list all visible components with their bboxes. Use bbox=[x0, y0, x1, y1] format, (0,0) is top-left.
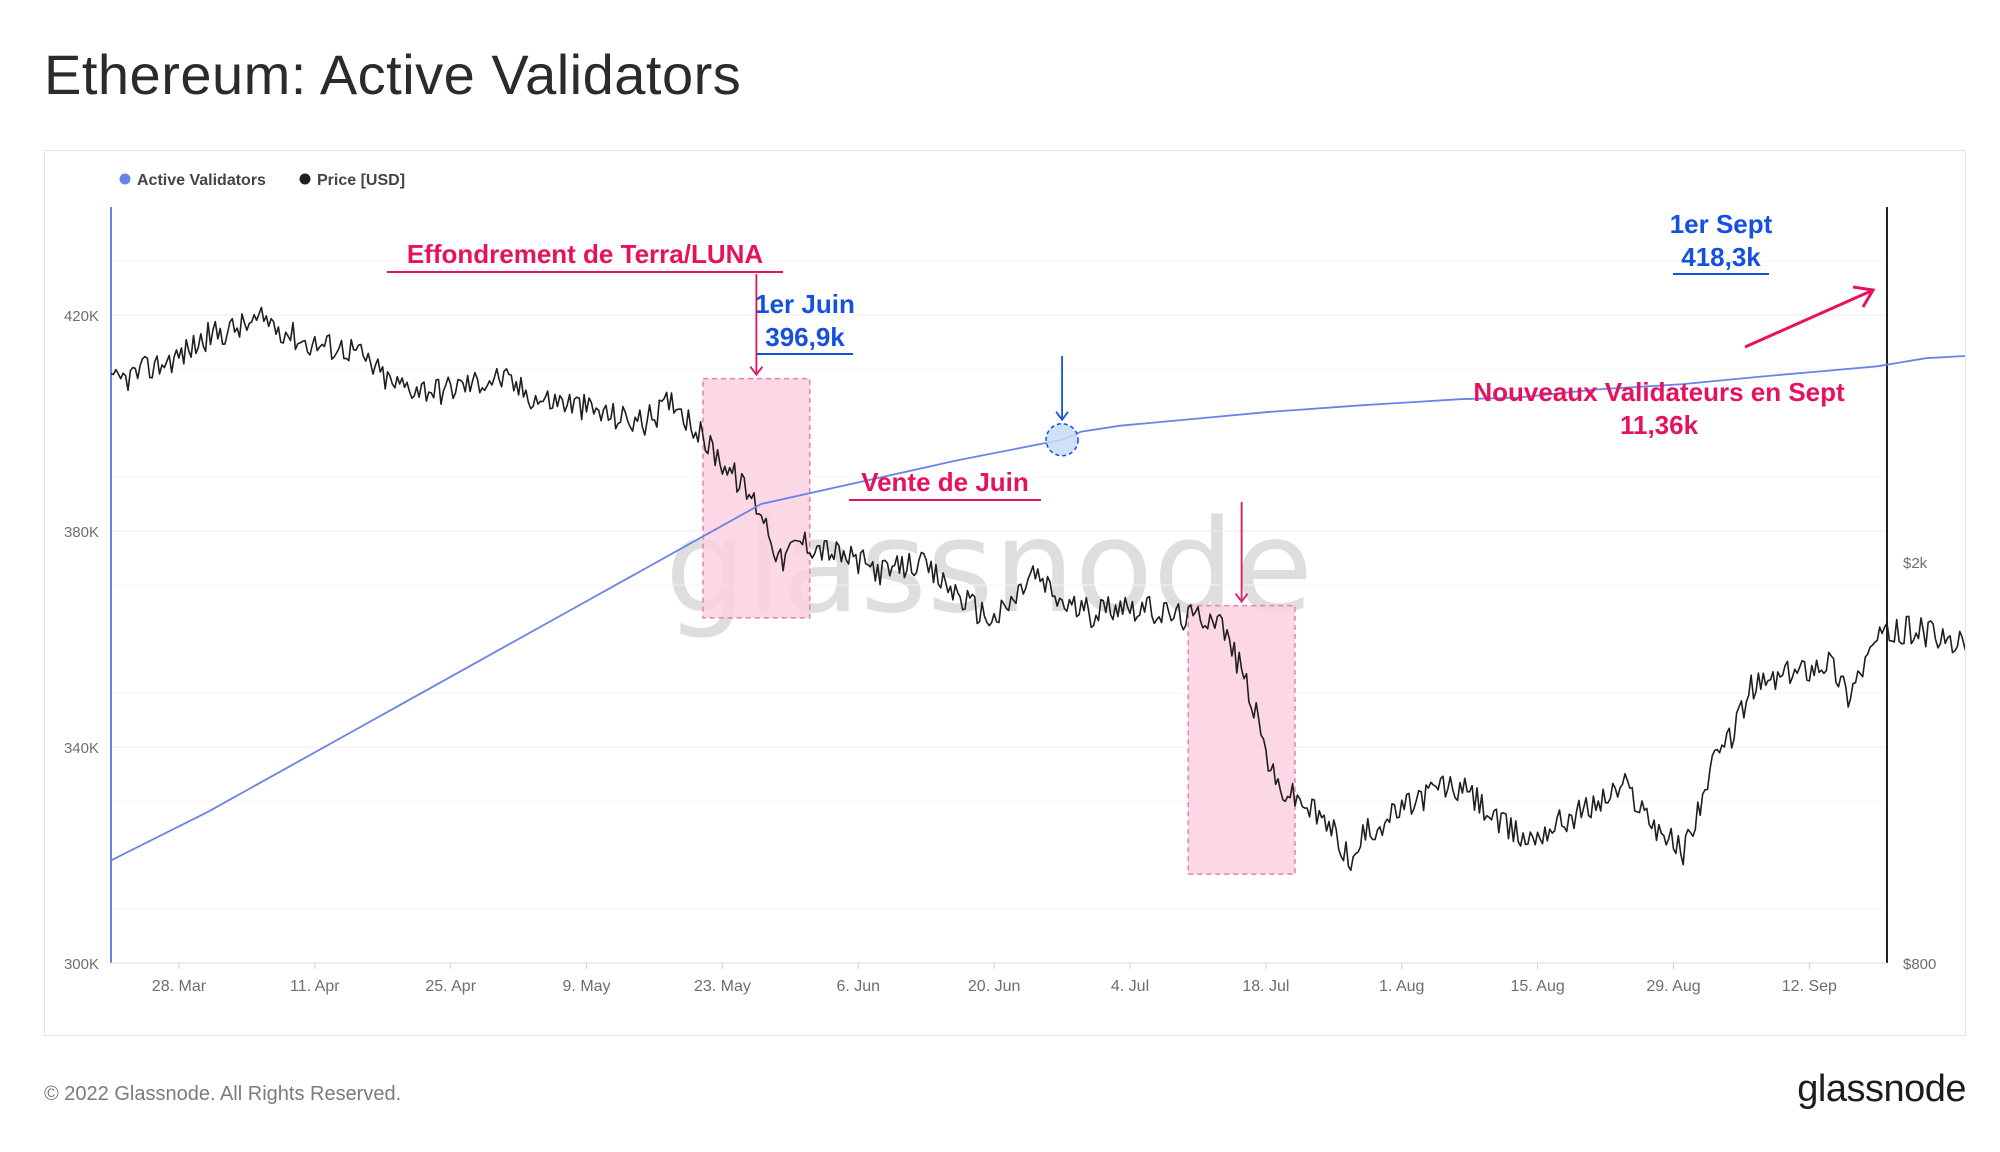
x-tick-label: 4. Jul bbox=[1111, 978, 1149, 995]
legend-dot-price bbox=[299, 173, 311, 185]
x-tick-label: 18. Jul bbox=[1242, 978, 1289, 995]
x-tick-label: 1. Aug bbox=[1379, 978, 1424, 995]
terra-luna-highlight-box bbox=[702, 377, 811, 619]
june-sale-arrowhead bbox=[1234, 593, 1249, 604]
y-right-tick-label: $800 bbox=[1903, 956, 1936, 973]
y-right-tick-label: $2k bbox=[1903, 555, 1928, 572]
y-left-tick-label: 340K bbox=[64, 740, 99, 757]
sept-first-date-label: 1er Sept bbox=[1670, 209, 1773, 239]
x-tick-label: 12. Sep bbox=[1782, 978, 1837, 995]
new-validators-value: 11,36k bbox=[1620, 410, 1699, 440]
terra-luna-arrowhead bbox=[749, 366, 764, 377]
new-validators-label: Nouveaux Validateurs en Sept bbox=[1473, 377, 1845, 407]
chart-frame: glassnode Active Validators Price [USD] 420… bbox=[44, 150, 1966, 1036]
legend-label-price: Price [USD] bbox=[317, 172, 405, 189]
june-first-marker bbox=[1045, 422, 1079, 457]
x-tick-label: 6. Jun bbox=[836, 978, 880, 995]
legend-dot-validators bbox=[119, 173, 131, 185]
glassnode-logo: glassnode bbox=[1797, 1068, 1966, 1110]
new-validators-arrowhead bbox=[1852, 285, 1876, 308]
x-tick-label: 11. Apr bbox=[290, 978, 340, 995]
x-tick-label: 15. Aug bbox=[1510, 978, 1564, 995]
x-tick-label: 9. May bbox=[563, 978, 611, 995]
june-first-arrowhead bbox=[1055, 411, 1069, 422]
legend-label-validators: Active Validators bbox=[137, 172, 266, 189]
sept-first-value-label: 418,3k bbox=[1681, 242, 1761, 272]
active-validators-line bbox=[110, 355, 1965, 862]
y-left-tick-label: 380K bbox=[64, 524, 99, 541]
page-title: Ethereum: Active Validators bbox=[44, 43, 742, 106]
june-first-date-label: 1er Juin bbox=[755, 289, 855, 319]
x-tick-label: 28. Mar bbox=[152, 978, 207, 995]
price-line bbox=[110, 306, 1965, 872]
terra-luna-annotation: Effondrement de Terra/LUNA bbox=[407, 239, 764, 269]
x-tick-label: 20. Jun bbox=[968, 978, 1020, 995]
copyright-text: © 2022 Glassnode. All Rights Reserved. bbox=[44, 1083, 402, 1105]
x-tick-label: 29. Aug bbox=[1646, 978, 1700, 995]
x-tick-label: 25. Apr bbox=[425, 978, 476, 995]
june-sale-annotation: Vente de Juin bbox=[861, 467, 1029, 497]
june-sale-highlight-box bbox=[1187, 604, 1296, 875]
new-validators-trend-arrow bbox=[1744, 289, 1872, 349]
y-left-tick-label: 420K bbox=[64, 308, 99, 325]
y-left-tick-label: 300K bbox=[64, 956, 99, 973]
x-tick-label: 23. May bbox=[694, 978, 751, 995]
june-first-value-label: 396,9k bbox=[765, 322, 845, 352]
